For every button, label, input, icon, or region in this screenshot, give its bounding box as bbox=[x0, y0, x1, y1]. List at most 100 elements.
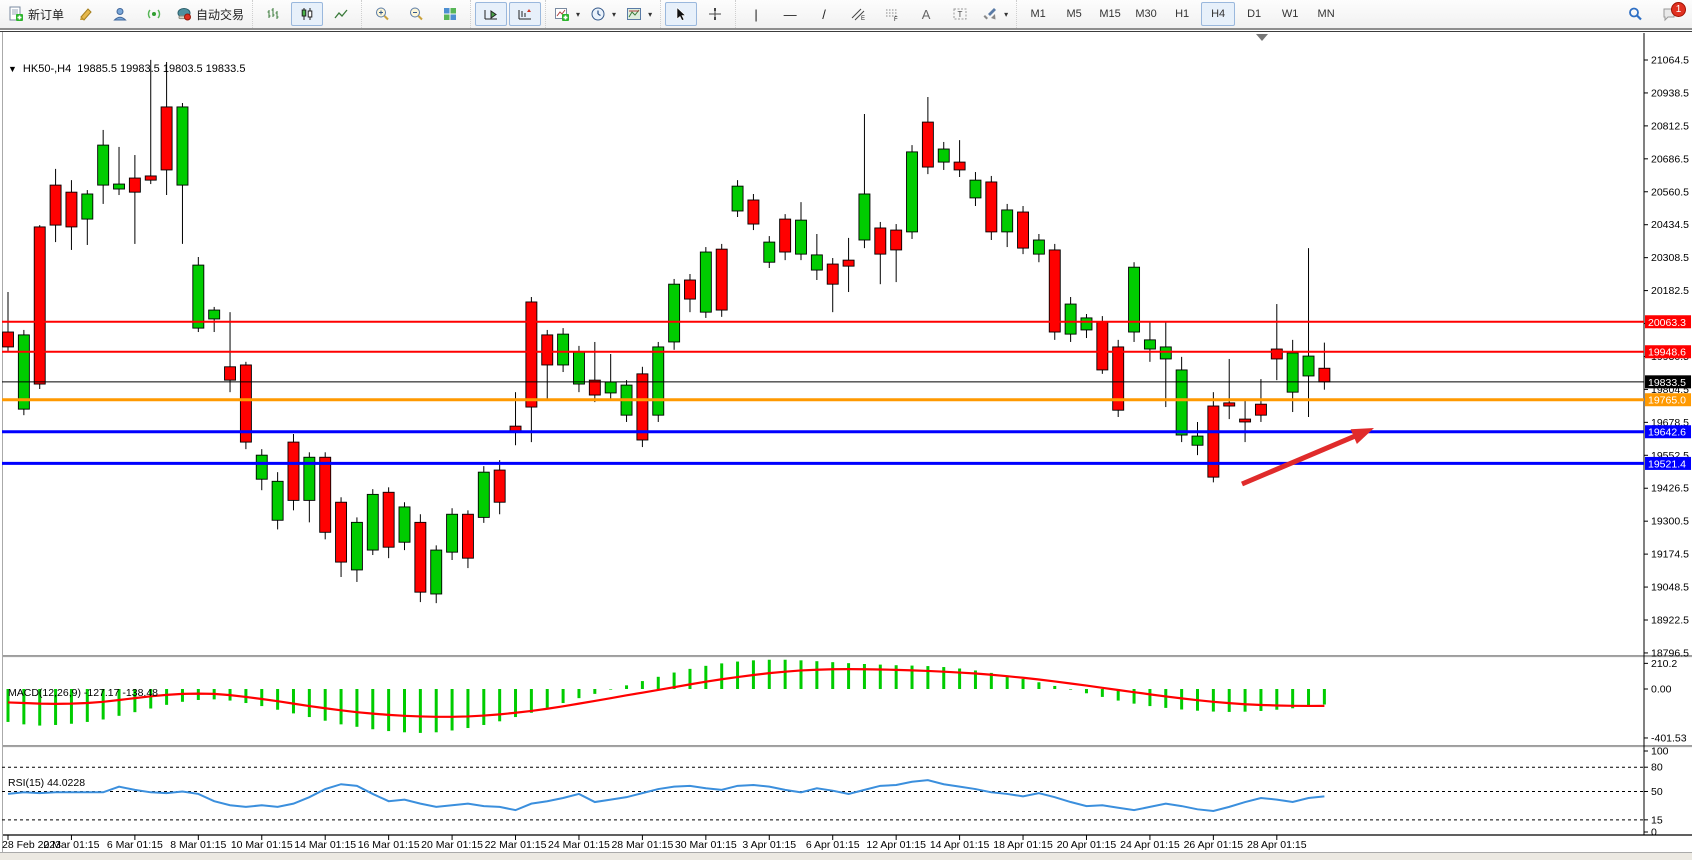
candle bbox=[1112, 346, 1125, 411]
candle bbox=[1207, 405, 1220, 478]
chat-button[interactable] bbox=[104, 2, 136, 26]
trendline-icon: / bbox=[822, 6, 826, 22]
candle bbox=[1223, 402, 1236, 407]
candle bbox=[842, 259, 855, 267]
candle bbox=[128, 177, 141, 193]
templates-dropdown-arrow: ▾ bbox=[648, 9, 653, 19]
date-tick-label: 2 Mar 01:15 bbox=[43, 839, 99, 851]
chart-canvas[interactable]: 21064.5 20938.5 20812.5 20686.5 20560.5 20434… bbox=[0, 30, 1692, 854]
timeframe-button-M15[interactable]: M15 bbox=[1099, 8, 1121, 20]
timeframe-button-M5[interactable]: M5 bbox=[1066, 8, 1082, 20]
candle bbox=[1318, 367, 1331, 383]
annotation-arrow-head[interactable] bbox=[1350, 428, 1374, 444]
timeframe-group: M1 M5 M15 M30 H1 H4 D1 W1 MN bbox=[1016, 0, 1347, 28]
price-badge-label: 20063.3 bbox=[1648, 317, 1686, 329]
timeframe-button-MN[interactable]: MN bbox=[1317, 8, 1335, 20]
text-label-tool[interactable]: T bbox=[944, 2, 976, 26]
horizontal-line-tool[interactable]: — bbox=[774, 2, 806, 26]
indicators-button[interactable]: ▾ bbox=[550, 2, 584, 26]
date-tick-label: 14 Mar 01:15 bbox=[294, 839, 356, 851]
signals-button[interactable] bbox=[138, 2, 170, 26]
price-badge-label: 19948.6 bbox=[1648, 347, 1686, 359]
chart-shift-button[interactable] bbox=[509, 2, 542, 26]
periods-button[interactable]: ▾ bbox=[586, 2, 620, 26]
date-tick-label: 18 Apr 01:15 bbox=[993, 839, 1053, 851]
candle bbox=[557, 333, 570, 366]
price-tick-label: 20560.5 bbox=[1651, 186, 1689, 198]
tile-windows-button[interactable] bbox=[434, 2, 466, 26]
timeframe-button-D1[interactable]: D1 bbox=[1247, 8, 1262, 20]
vertical-line-tool[interactable]: | bbox=[740, 2, 772, 26]
timeframe-button-M30[interactable]: M30 bbox=[1135, 8, 1157, 20]
notification-badge: 1 bbox=[1671, 2, 1686, 17]
date-tick-label: 8 Mar 01:15 bbox=[170, 839, 226, 851]
candle bbox=[858, 193, 871, 241]
price-badge bbox=[1645, 315, 1691, 329]
candle bbox=[890, 229, 903, 251]
timeframe-button-H1[interactable]: H1 bbox=[1175, 8, 1190, 20]
candle bbox=[493, 469, 506, 503]
templates-button[interactable]: ▾ bbox=[622, 2, 656, 26]
annotation-arrow-shaft[interactable] bbox=[1241, 430, 1363, 487]
date-tick-label: 30 Mar 01:15 bbox=[675, 839, 737, 851]
status-strip bbox=[0, 852, 1692, 860]
candle bbox=[588, 379, 601, 396]
candle bbox=[414, 521, 427, 593]
text-tool[interactable]: A bbox=[910, 2, 942, 26]
candle bbox=[81, 193, 94, 220]
indicators-icon bbox=[555, 8, 570, 21]
line-chart-button[interactable] bbox=[325, 2, 357, 26]
trendline-tool[interactable]: / bbox=[808, 2, 840, 26]
bar-chart-button[interactable] bbox=[257, 2, 289, 26]
price-tick-label: 20182.5 bbox=[1651, 285, 1689, 297]
candle bbox=[160, 106, 173, 171]
date-tick-label: 10 Mar 01:15 bbox=[231, 839, 293, 851]
auto-scroll-button[interactable] bbox=[475, 2, 508, 26]
notifications-button[interactable]: 1 bbox=[1653, 2, 1686, 26]
timeframe-button-M1[interactable]: M1 bbox=[1030, 8, 1046, 20]
arrows-tool-icon bbox=[983, 8, 997, 20]
horizontal-line-icon: — bbox=[783, 6, 797, 22]
candle bbox=[1270, 348, 1283, 360]
price-badge-label: 19765.0 bbox=[1648, 395, 1686, 407]
new-order-button[interactable]: 新订单 bbox=[4, 2, 68, 26]
crosshair-button[interactable] bbox=[699, 2, 731, 26]
candlestick-chart-button[interactable] bbox=[291, 2, 324, 26]
text-icon: A bbox=[921, 6, 931, 22]
zoom-out-icon bbox=[410, 7, 423, 21]
auto-trading-button[interactable]: 自动交易 bbox=[172, 2, 248, 26]
templates-icon bbox=[627, 8, 642, 20]
candle bbox=[255, 454, 268, 480]
rsi-indicator-label: RSI(15) 44.0228 bbox=[8, 777, 86, 789]
candle bbox=[1302, 355, 1315, 377]
candle bbox=[382, 491, 395, 548]
zoom-out-button[interactable] bbox=[400, 2, 432, 26]
price-tick-label: 20308.5 bbox=[1651, 252, 1689, 264]
date-tick-label: 28 Apr 01:15 bbox=[1247, 839, 1307, 851]
price-badge bbox=[1645, 345, 1691, 359]
zoom-in-icon bbox=[376, 7, 389, 21]
zoom-in-button[interactable] bbox=[366, 2, 398, 26]
candle bbox=[97, 144, 110, 186]
date-tick-label: 3 Apr 01:15 bbox=[742, 839, 796, 851]
cursor-button[interactable] bbox=[665, 2, 698, 26]
chevron-down-icon: ▼ bbox=[8, 64, 17, 74]
candle bbox=[1001, 209, 1014, 233]
arrows-tool[interactable]: ▾ bbox=[978, 2, 1012, 26]
equidistant-channel-tool[interactable]: E bbox=[842, 2, 874, 26]
rsi-scale-label: 0 bbox=[1651, 827, 1657, 839]
fibonacci-tool[interactable]: F bbox=[876, 2, 908, 26]
candle bbox=[1080, 317, 1093, 331]
timeframe-button-H4[interactable]: H4 bbox=[1201, 2, 1236, 26]
candle bbox=[1239, 418, 1252, 423]
search-button[interactable] bbox=[1619, 2, 1651, 26]
metaeditor-button[interactable] bbox=[70, 2, 102, 26]
window-border bbox=[0, 31, 1692, 32]
candle bbox=[1254, 403, 1267, 416]
timeframe-button-W1[interactable]: W1 bbox=[1281, 8, 1299, 20]
candle bbox=[17, 334, 30, 410]
price-tick-label: 19174.5 bbox=[1651, 549, 1689, 561]
price-tick-label: 19048.5 bbox=[1651, 582, 1689, 594]
price-tick-label: 21064.5 bbox=[1651, 55, 1689, 67]
candle bbox=[398, 506, 411, 543]
